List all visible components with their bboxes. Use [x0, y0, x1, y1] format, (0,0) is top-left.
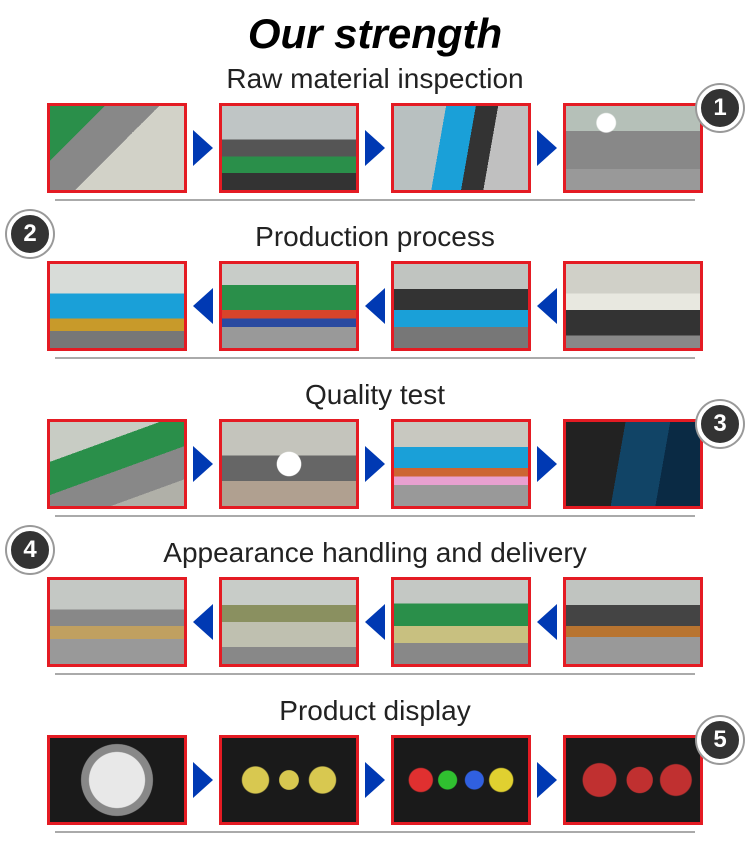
thumb-image: [563, 103, 703, 193]
arrow-icon: [537, 130, 557, 166]
section-title: Production process: [15, 221, 735, 253]
step-badge-5: 5: [697, 717, 743, 763]
thumb-image: [47, 261, 187, 351]
thumb-image: [563, 419, 703, 509]
thumb-image: [219, 261, 359, 351]
thumb-image: [219, 103, 359, 193]
arrow-icon: [537, 446, 557, 482]
divider: [55, 199, 695, 201]
section-4: 4 Appearance handling and delivery: [15, 537, 735, 675]
arrow-icon: [193, 288, 213, 324]
thumb-image: [219, 577, 359, 667]
arrow-icon: [365, 762, 385, 798]
thumb-image: [219, 419, 359, 509]
thumb-image: [391, 261, 531, 351]
thumb-image: [563, 261, 703, 351]
arrow-icon: [193, 446, 213, 482]
thumb-image: [391, 735, 531, 825]
divider: [55, 831, 695, 833]
arrow-icon: [193, 762, 213, 798]
thumb-image: [563, 577, 703, 667]
section-title: Appearance handling and delivery: [15, 537, 735, 569]
thumb-row: [15, 261, 735, 351]
thumb-image: [391, 577, 531, 667]
section-1: Raw material inspection 1: [15, 63, 735, 201]
arrow-icon: [193, 604, 213, 640]
arrow-icon: [537, 604, 557, 640]
arrow-icon: [365, 604, 385, 640]
thumb-image: [47, 103, 187, 193]
thumb-row: [15, 577, 735, 667]
thumb-image: [47, 419, 187, 509]
step-badge-3: 3: [697, 401, 743, 447]
arrow-icon: [193, 130, 213, 166]
divider: [55, 357, 695, 359]
thumb-image: [219, 735, 359, 825]
step-badge-1: 1: [697, 85, 743, 131]
section-title: Raw material inspection: [15, 63, 735, 95]
thumb-row: [15, 103, 735, 193]
step-badge-4: 4: [7, 527, 53, 573]
page-title: Our strength: [15, 10, 735, 58]
arrow-icon: [365, 130, 385, 166]
step-badge-2: 2: [7, 211, 53, 257]
thumb-row: [15, 735, 735, 825]
arrow-icon: [537, 288, 557, 324]
arrow-icon: [537, 762, 557, 798]
thumb-row: [15, 419, 735, 509]
infographic-container: Our strength Raw material inspection 1 2…: [0, 10, 750, 833]
section-2: 2 Production process: [15, 221, 735, 359]
thumb-image: [563, 735, 703, 825]
section-title: Quality test: [15, 379, 735, 411]
arrow-icon: [365, 288, 385, 324]
thumb-image: [47, 577, 187, 667]
section-5: Product display 5: [15, 695, 735, 833]
arrow-icon: [365, 446, 385, 482]
section-3: Quality test 3: [15, 379, 735, 517]
thumb-image: [47, 735, 187, 825]
thumb-image: [391, 419, 531, 509]
divider: [55, 515, 695, 517]
section-title: Product display: [15, 695, 735, 727]
thumb-image: [391, 103, 531, 193]
divider: [55, 673, 695, 675]
